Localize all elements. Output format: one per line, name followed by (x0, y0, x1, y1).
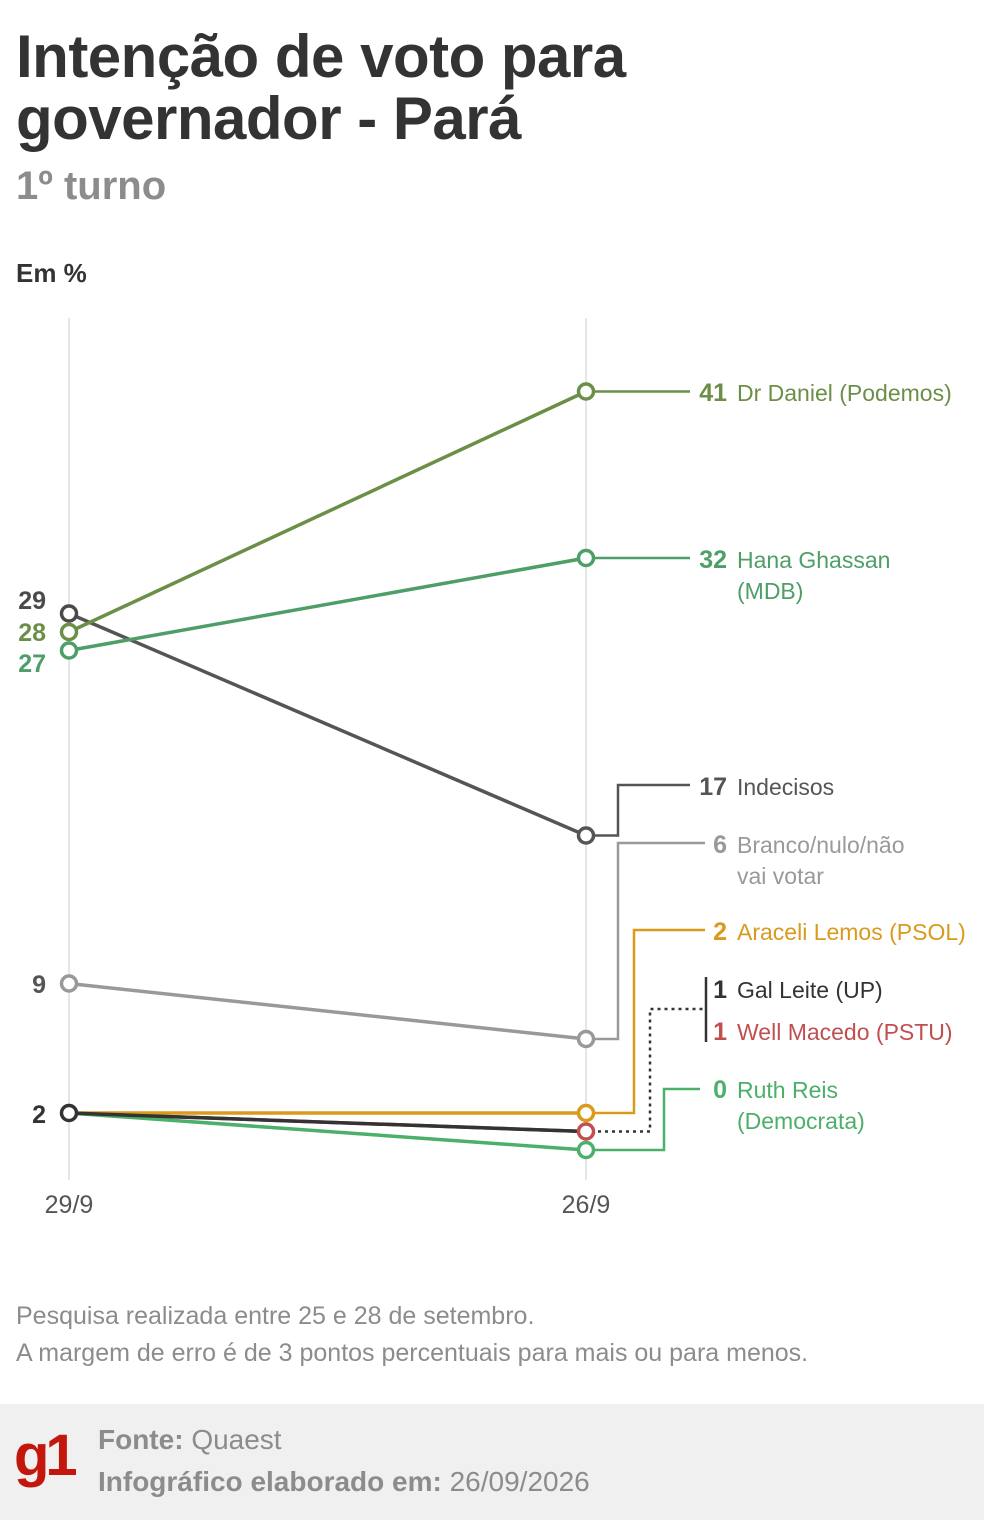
end-marker (576, 1029, 596, 1049)
series-line (68, 1111, 587, 1134)
start-value-label: 9 (32, 971, 46, 999)
series-value-label: 32 (699, 546, 727, 574)
date-line: Infográfico elaborado em: 26/09/2026 (98, 1466, 590, 1498)
series-line (68, 611, 587, 838)
end-marker (576, 548, 596, 568)
date-label: Infográfico elaborado em: (98, 1466, 442, 1497)
start-value-label: 27 (18, 650, 46, 678)
start-marker (59, 641, 79, 660)
series-name-label: (MDB) (737, 578, 803, 604)
series-line (68, 981, 587, 1041)
unit-label: Em % (16, 258, 87, 288)
start-value-label: 29 (18, 587, 46, 615)
series-value-label: 0 (713, 1076, 727, 1104)
note-line-2: A margem de erro é de 3 pontos percentua… (16, 1339, 809, 1367)
x-tick-label: 29/9 (45, 1191, 94, 1219)
series-name-label: Gal Leite (UP) (737, 977, 883, 1003)
series-line (68, 556, 587, 653)
series-name-label: vai votar (737, 863, 824, 889)
end-marker (576, 1103, 596, 1123)
leader-line (586, 783, 690, 837)
series-name-label: Branco/nulo/não (737, 832, 905, 858)
leader-line (586, 1087, 700, 1152)
line-chart: 29/9 26/9 29 28 27 9 2 41 Dr Daniel (Podemos) 32 H… (18, 318, 966, 1219)
leader-line (586, 928, 705, 1115)
note-line-1: Pesquisa realizada entre 25 e 28 de sete… (16, 1302, 535, 1330)
start-marker (59, 974, 79, 993)
start-value-label: 2 (32, 1101, 46, 1129)
series-name-label: Dr Daniel (Podemos) (737, 380, 952, 406)
series-name-label: Ruth Reis (737, 1077, 838, 1103)
survey-notes: Pesquisa realizada entre 25 e 28 de sete… (16, 1298, 808, 1372)
end-marker (576, 1122, 596, 1141)
series-value-label: 2 (713, 918, 727, 946)
leader-line (586, 841, 705, 1041)
start-marker (59, 1103, 79, 1123)
leader-line-dotted (598, 1007, 705, 1133)
series-value-label: 1 (713, 976, 727, 1004)
series-name-label: Araceli Lemos (PSOL) (737, 919, 966, 945)
x-tick-label: 26/9 (562, 1191, 611, 1219)
series-name-label: Well Macedo (PSTU) (737, 1019, 953, 1045)
end-marker (576, 1140, 596, 1160)
series-value-label: 17 (699, 773, 727, 801)
g1-logo: g1 (14, 1423, 78, 1488)
footer: g1 Fonte: Quaest Infográfico elaborado e… (0, 1404, 984, 1520)
end-marker (576, 826, 596, 845)
start-value-label: 28 (18, 619, 46, 647)
chart-subtitle: 1º turno (16, 164, 167, 208)
series-name-label: Hana Ghassan (737, 547, 890, 573)
series-name-label: (Democrata) (737, 1108, 865, 1134)
series-line (68, 389, 587, 634)
series-value-label: 6 (713, 831, 727, 859)
date-value: 26/09/2026 (449, 1466, 590, 1497)
source-value: Quaest (191, 1424, 282, 1455)
start-marker (59, 604, 79, 623)
source-line: Fonte: Quaest (98, 1424, 282, 1456)
series-value-label: 1 (713, 1018, 727, 1046)
series-value-label: 41 (699, 379, 727, 407)
start-marker (59, 622, 79, 642)
series-line (68, 1111, 587, 1152)
end-marker (576, 382, 596, 401)
chart-title: Intenção de voto para governador - Pará (16, 23, 626, 152)
series-name-label: Indecisos (737, 774, 834, 800)
source-label: Fonte: (98, 1424, 184, 1455)
